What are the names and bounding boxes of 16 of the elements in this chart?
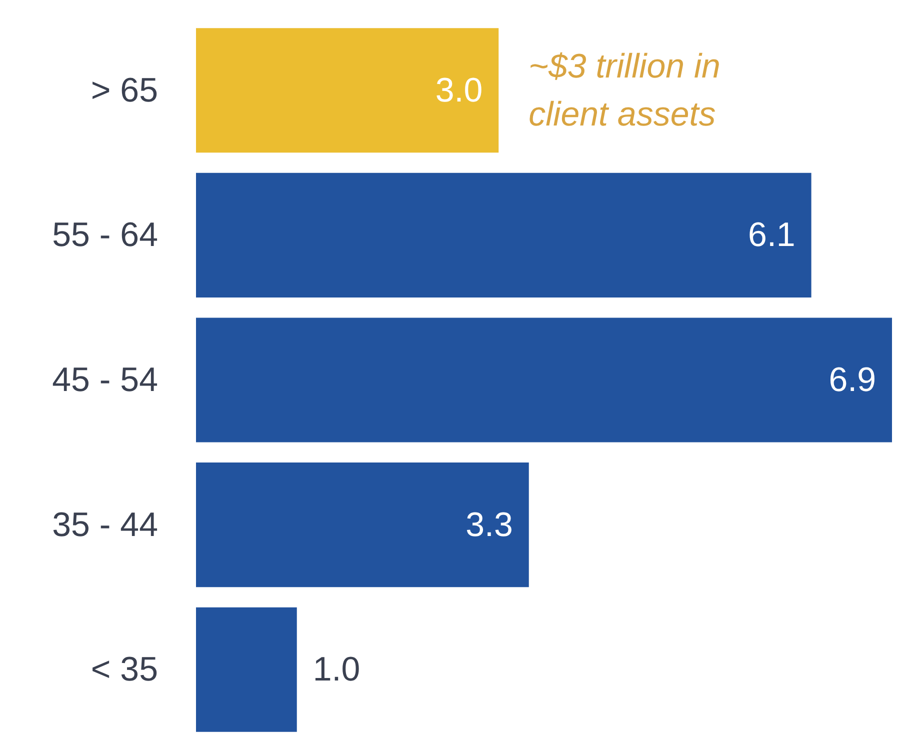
data-label: 3.0 bbox=[435, 71, 483, 110]
y-tick-label: < 35 bbox=[90, 650, 158, 689]
bar bbox=[196, 462, 529, 588]
data-label: 6.1 bbox=[748, 216, 796, 254]
y-tick-label: > 65 bbox=[90, 71, 158, 110]
data-label: 3.3 bbox=[466, 506, 513, 544]
y-tick-label: 45 - 54 bbox=[52, 361, 158, 399]
bar bbox=[196, 28, 499, 153]
bar bbox=[196, 607, 297, 732]
bar bbox=[196, 318, 892, 442]
annotation: ~$3 trillion in client assets bbox=[528, 47, 730, 134]
bar bbox=[196, 172, 812, 298]
data-label: 6.9 bbox=[828, 361, 876, 399]
data-label: 1.0 bbox=[312, 650, 360, 689]
y-tick-label: 55 - 64 bbox=[52, 216, 158, 254]
y-tick-label: 35 - 44 bbox=[52, 506, 158, 544]
